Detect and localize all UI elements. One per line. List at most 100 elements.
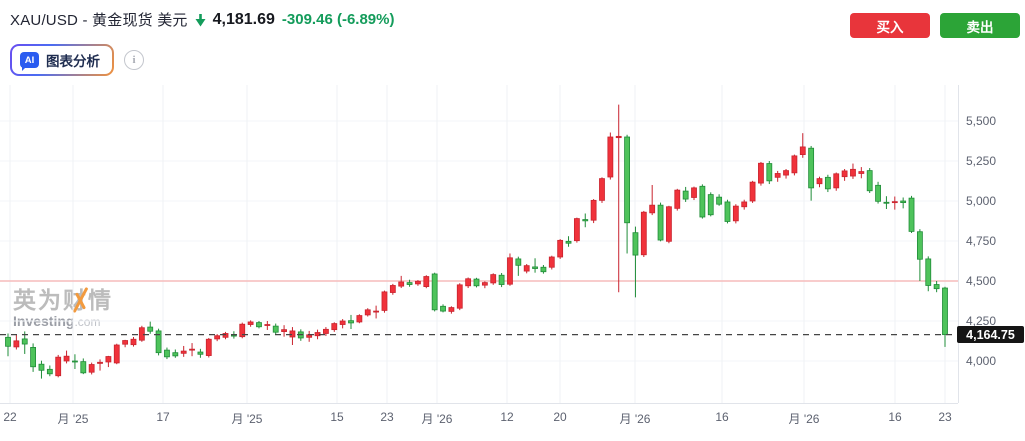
candle-body [615,135,622,139]
x-axis-label: 17 [156,410,170,424]
time-axis-line [0,403,958,404]
candle-body [281,329,287,332]
candle-body [272,325,279,333]
candle-body [749,181,756,202]
candle-body [523,265,530,272]
candle-body [548,256,555,268]
candle-body [649,204,656,214]
candle-body [799,146,806,155]
y-axis-label: 4,500 [966,274,997,288]
last-price-badge: 4,164.75 [957,326,1024,344]
candle-body [699,185,706,218]
candle-body [741,201,748,208]
candle-body [38,363,45,371]
candle-body [13,340,20,348]
candle-body [72,360,78,363]
candle-body [758,162,764,184]
candle-body [691,187,697,198]
candle-body [398,281,405,287]
x-axis-label: 月 '26 [619,412,651,426]
x-axis-label: 月 '25 [57,412,89,426]
candle-body [5,336,11,347]
y-axis-label: 5,000 [966,194,997,208]
candle-body [256,322,262,328]
y-axis-label: 4,750 [966,234,997,248]
y-axis-label: 5,250 [966,154,997,168]
candle-body [707,194,714,216]
candle-body [599,178,605,201]
x-axis-label: 23 [380,410,394,424]
candle-body [925,258,932,286]
candle-body [373,310,380,313]
candle-body [640,211,647,256]
instrument-symbol: XAU/USD [10,12,79,29]
candle-body [833,173,840,189]
candle-body [942,287,948,336]
candlestick-chart[interactable] [0,85,958,405]
candle-body [147,326,154,332]
candle-body [582,219,589,222]
sell-button[interactable]: 卖出 [940,13,1020,38]
candle-body [364,309,371,316]
candle-body [155,330,162,354]
candle-body [331,323,338,331]
x-axis-label: 月 '26 [421,412,453,426]
candle-body [883,201,890,204]
candle-body [30,346,36,368]
candle-body [791,155,798,174]
ai-chart-analysis-button[interactable]: AI 图表分析 [10,44,114,76]
x-axis-label: 月 '26 [788,412,820,426]
candle-body [498,274,505,285]
price-axis-line [958,85,959,403]
candle-body [850,168,856,177]
candle-body [97,361,103,364]
candle-body [55,356,62,377]
candle-body [431,273,438,311]
instrument-name: 黄金现货 美元 [92,12,188,29]
candle-body [632,232,639,256]
candle-body [933,284,940,290]
candle-body [774,173,781,178]
candle-body [490,274,497,284]
candle-body [172,352,179,357]
candle-body [46,368,53,375]
chart-toolbar: AI 图表分析 i [10,44,144,76]
candle-body [214,335,221,340]
buy-button[interactable]: 买入 [850,13,930,38]
candle-body [381,291,388,311]
candle-body [222,333,229,338]
price-down-arrow-icon [195,14,206,27]
candle-body [130,338,137,346]
x-axis-label: 16 [888,410,902,424]
y-axis-label: 5,500 [966,114,997,128]
title-separator: - [82,12,88,29]
candle-body [389,285,396,293]
candle-body [540,266,547,273]
info-icon[interactable]: i [124,50,144,70]
candle-body [891,201,898,204]
x-axis-label: 月 '25 [231,412,263,426]
candle-body [247,321,254,325]
candle-body [624,136,630,224]
candle-body [465,278,472,287]
candle-body [473,278,480,287]
candle-body [423,276,430,288]
ai-icon: AI [20,52,39,68]
x-axis-label: 22 [3,410,17,424]
candle-body [239,323,246,338]
candle-body [916,231,923,260]
candle-body [88,364,95,373]
candle-body [481,282,488,286]
x-axis-label: 20 [553,410,567,424]
candle-body [858,171,865,174]
candle-body [339,320,346,325]
candle-body [456,284,463,309]
candle-body [657,204,664,241]
ai-analysis-label: 图表分析 [46,54,100,69]
candle-body [532,266,538,269]
candle-body [440,305,446,312]
candle-body [205,338,212,356]
price-change: -309.46 (-6.89%) [281,11,395,28]
x-axis-label: 12 [500,410,514,424]
